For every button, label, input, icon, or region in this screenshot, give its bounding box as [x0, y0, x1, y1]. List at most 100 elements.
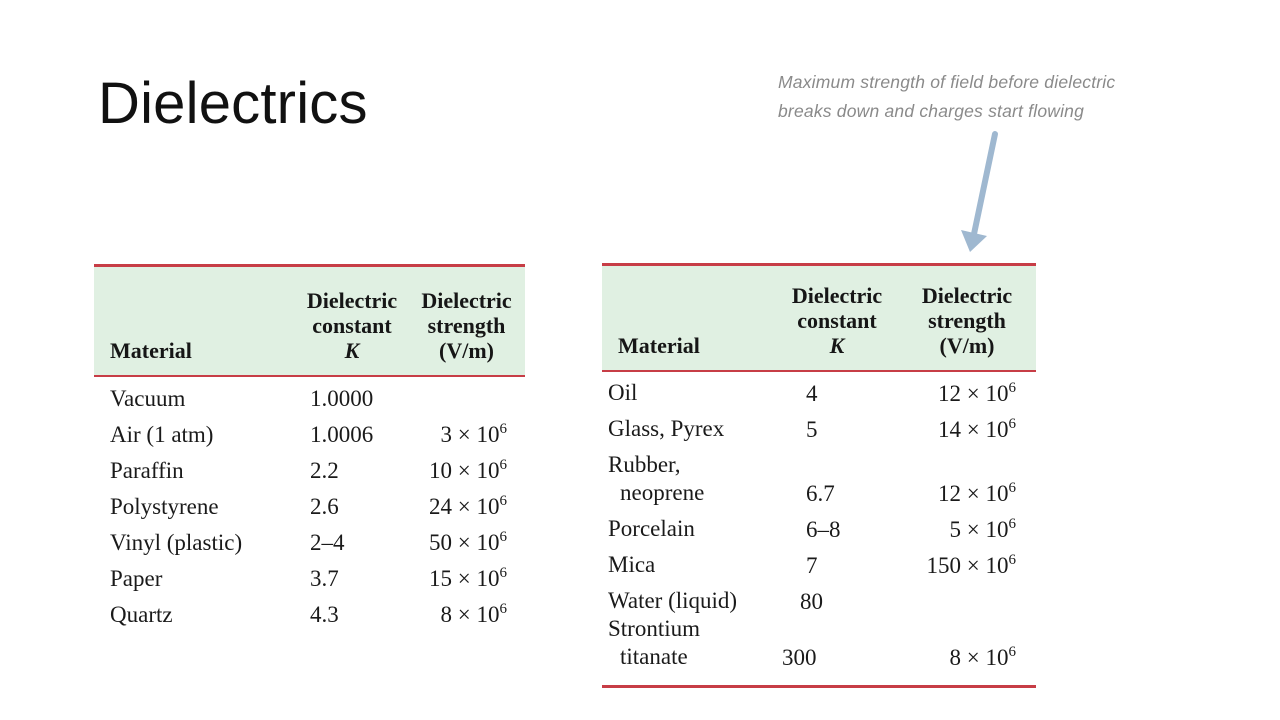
table-row: Oil 4 12 × 106 — [602, 371, 1036, 407]
table-row: Glass, Pyrex 5 14 × 106 — [602, 407, 1036, 443]
material-line-1: Strontium — [608, 616, 701, 641]
header-s-line-3: (V/m) — [939, 333, 995, 358]
header-s-line-3: (V/m) — [439, 338, 494, 363]
cell-strength: 12 × 106 — [898, 371, 1036, 407]
cell-constant: 6.7 — [806, 481, 835, 506]
annotation-line-1: Maximum strength of field before dielect… — [778, 72, 1116, 92]
cell-strength: 5 × 106 — [898, 507, 1036, 543]
column-header-material: Material — [618, 333, 700, 358]
table-row: Paraffin 2.2 10 × 106 — [94, 448, 525, 484]
cell-constant: 2.6 — [310, 494, 339, 519]
strength-exponent: 6 — [499, 493, 508, 509]
cell-material: Quartz — [110, 602, 173, 627]
annotation-line-2: breaks down and charges start flowing — [778, 101, 1085, 121]
cell-material: Vinyl (plastic) — [110, 530, 243, 555]
strength-mantissa: 14 × 10 — [938, 417, 1009, 442]
cell-material: Vacuum — [110, 386, 186, 411]
cell-constant: 300 — [782, 645, 817, 670]
cell-strength: 12 × 106 — [898, 443, 1036, 507]
material-line-2: titanate — [620, 644, 688, 669]
cell-material: Paper — [110, 566, 163, 591]
header-k-line-1: Dielectric — [791, 283, 883, 308]
strength-exponent: 6 — [1008, 552, 1017, 568]
column-header-dielectric-strength: Dielectric strength (V/m) — [408, 266, 525, 377]
cell-strength: 10 × 106 — [408, 448, 525, 484]
annotation-text: Maximum strength of field before dielect… — [778, 68, 1228, 126]
strength-exponent: 6 — [499, 565, 508, 581]
strength-mantissa: 3 × 10 — [440, 422, 500, 447]
cell-material: Paraffin — [110, 458, 184, 483]
table-row: Rubber, neoprene 6.7 12 × 106 — [602, 443, 1036, 507]
strength-mantissa: 50 × 10 — [429, 530, 500, 555]
cell-strength: 15 × 106 — [408, 556, 525, 592]
cell-material: Water (liquid) — [608, 588, 738, 613]
table-row: Quartz 4.3 8 × 106 — [94, 592, 525, 628]
strength-exponent: 6 — [1008, 380, 1017, 396]
strength-mantissa: 150 × 10 — [926, 553, 1009, 578]
column-header-dielectric-constant: Dielectric constant K — [296, 266, 408, 377]
strength-mantissa: 12 × 10 — [938, 381, 1009, 406]
header-k-line-2: constant — [797, 308, 877, 333]
material-line-1: Rubber, — [608, 452, 681, 477]
strength-mantissa: 10 × 10 — [429, 458, 500, 483]
strength-mantissa: 5 × 10 — [949, 517, 1009, 542]
dielectric-table-right: Material Dielectric constant K Dielectri… — [602, 263, 1036, 688]
strength-mantissa: 12 × 10 — [938, 481, 1009, 506]
strength-mantissa: 15 × 10 — [429, 566, 500, 591]
cell-constant: 7 — [806, 553, 818, 578]
strength-exponent: 6 — [1008, 644, 1017, 660]
table-header-row: Material Dielectric constant K Dielectri… — [94, 265, 525, 377]
header-s-line-1: Dielectric — [421, 288, 512, 313]
cell-material: Rubber, neoprene — [602, 443, 776, 507]
cell-constant: 1.0006 — [310, 422, 374, 447]
cell-strength: 150 × 106 — [898, 543, 1036, 579]
table-row: Strontium titanate 300 8 × 106 — [602, 615, 1036, 687]
cell-strength: 24 × 106 — [408, 484, 525, 520]
header-k-line-2: constant — [312, 313, 392, 338]
table-row: Mica 7 150 × 106 — [602, 543, 1036, 579]
cell-material: Mica — [608, 552, 656, 577]
strength-exponent: 6 — [1008, 516, 1017, 532]
table-row: Air (1 atm) 1.0006 3 × 106 — [94, 412, 525, 448]
cell-material: Porcelain — [608, 516, 695, 541]
table-row: Vacuum 1.0000 — [94, 376, 525, 412]
cell-constant: 6–8 — [806, 517, 841, 542]
strength-exponent: 6 — [499, 421, 508, 437]
cell-strength: 3 × 106 — [408, 412, 525, 448]
strength-exponent: 6 — [499, 457, 508, 473]
cell-constant: 3.7 — [310, 566, 339, 591]
cell-strength: 50 × 106 — [408, 520, 525, 556]
column-header-dielectric-constant: Dielectric constant K — [776, 265, 898, 372]
strength-exponent: 6 — [1008, 480, 1017, 496]
table-row: Paper 3.7 15 × 106 — [94, 556, 525, 592]
header-k-line-3: K — [344, 338, 360, 363]
dielectric-table-left: Material Dielectric constant K Dielectri… — [94, 264, 525, 628]
cell-constant: 2.2 — [310, 458, 339, 483]
material-line-2: neoprene — [620, 480, 705, 505]
strength-mantissa: 24 × 10 — [429, 494, 500, 519]
strength-exponent: 6 — [1008, 416, 1017, 432]
cell-strength: 8 × 106 — [898, 615, 1036, 687]
cell-strength: 14 × 106 — [898, 407, 1036, 443]
cell-constant: 4.3 — [310, 602, 339, 627]
cell-strength: 8 × 106 — [408, 592, 525, 628]
cell-constant: 1.0000 — [310, 386, 374, 411]
cell-material: Strontium titanate — [602, 615, 776, 687]
header-s-line-2: strength — [427, 313, 506, 338]
down-arrow-icon — [961, 131, 998, 252]
table-row: Polystyrene 2.6 24 × 106 — [94, 484, 525, 520]
slide-title: Dielectrics — [98, 71, 368, 136]
cell-constant: 2–4 — [310, 530, 345, 555]
table-header-row: Material Dielectric constant K Dielectri… — [602, 264, 1036, 372]
strength-exponent: 6 — [499, 601, 508, 617]
header-s-line-2: strength — [928, 308, 1006, 333]
header-s-line-1: Dielectric — [921, 283, 1013, 308]
cell-material: Oil — [608, 380, 638, 405]
header-k-line-1: Dielectric — [306, 288, 398, 313]
table-row: Vinyl (plastic) 2–4 50 × 106 — [94, 520, 525, 556]
cell-material: Glass, Pyrex — [608, 416, 725, 441]
column-header-dielectric-strength: Dielectric strength (V/m) — [898, 265, 1036, 372]
strength-mantissa: 8 × 10 — [949, 645, 1009, 670]
cell-constant: 4 — [806, 381, 818, 406]
cell-strength — [898, 579, 1036, 615]
